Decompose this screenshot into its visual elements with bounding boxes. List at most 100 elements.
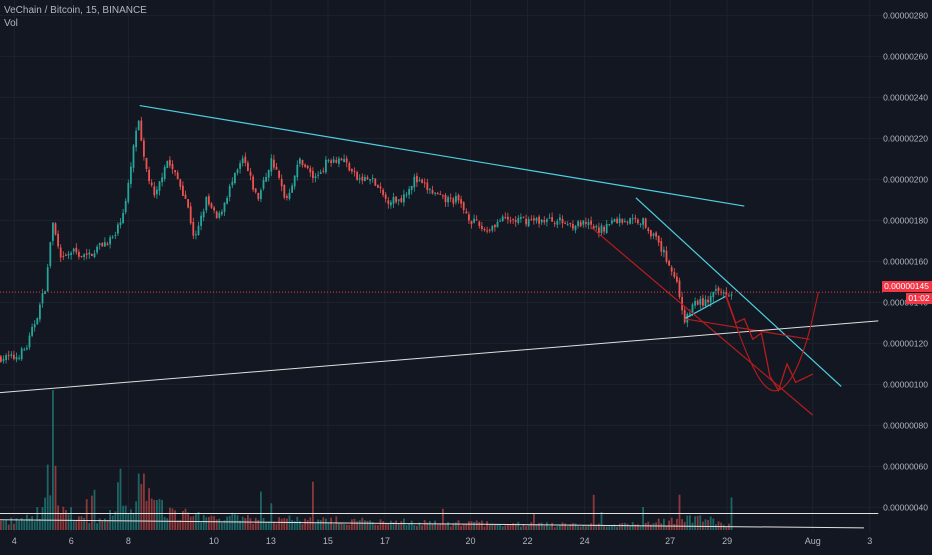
volume-bar xyxy=(88,523,91,530)
y-tick-label: 0.00000220 xyxy=(883,133,928,143)
volume-bar xyxy=(127,513,130,530)
volume-bar xyxy=(221,522,223,530)
volume-bar xyxy=(332,524,335,530)
volume-bar xyxy=(52,390,54,530)
candle-body xyxy=(728,295,730,297)
volume-bar xyxy=(574,523,577,530)
volume-bar xyxy=(608,526,611,530)
candle-body xyxy=(517,217,520,223)
volume-bar xyxy=(293,520,296,530)
candle-body xyxy=(98,243,101,246)
volume-bar xyxy=(468,521,470,530)
candle-body xyxy=(559,217,561,221)
candle-body xyxy=(228,186,231,198)
y-tick-label: 0.00000140 xyxy=(883,297,928,307)
volume-bar xyxy=(650,524,652,530)
volume-bar xyxy=(137,473,140,530)
candle-body xyxy=(668,260,670,266)
volume-bar xyxy=(135,501,137,530)
candle-body xyxy=(405,194,408,196)
volume-bar xyxy=(637,524,639,530)
candle-body xyxy=(239,163,241,169)
volume-bar xyxy=(605,526,608,530)
volume-bar xyxy=(481,520,483,530)
volume-bar xyxy=(473,521,475,530)
candle-body xyxy=(122,212,124,224)
candle-body xyxy=(423,182,426,184)
candle-body xyxy=(530,219,533,221)
volume-bar xyxy=(117,482,119,530)
candle-body xyxy=(556,221,559,225)
candle-body xyxy=(148,169,150,182)
volume-bar xyxy=(452,523,455,530)
time-axis[interactable]: 4 6 8 10 13 15 17 20 22 24 27 29 Aug 3 xyxy=(12,536,872,546)
volume-bar xyxy=(455,522,457,530)
candle-body xyxy=(689,313,691,315)
volume-bar xyxy=(392,522,395,530)
volume-bar xyxy=(725,526,728,530)
x-tick-label: 10 xyxy=(209,536,219,546)
candle-body xyxy=(332,159,335,163)
candle-body xyxy=(299,158,301,164)
volume-bar xyxy=(5,520,7,530)
y-tick-label: 0.00000060 xyxy=(883,461,928,471)
candle-body xyxy=(379,186,382,189)
volume-bar xyxy=(166,518,169,530)
candle-body xyxy=(156,189,158,195)
candle-body xyxy=(213,207,215,211)
volume-bar xyxy=(338,522,340,530)
candle-body xyxy=(387,200,390,204)
candle-body xyxy=(208,196,210,205)
volume-bar xyxy=(205,517,208,530)
volume-bar xyxy=(301,524,304,530)
volume-bar xyxy=(564,523,566,530)
candlestick-series xyxy=(0,116,733,364)
candle-body xyxy=(553,223,556,225)
volume-bar xyxy=(678,494,681,530)
volume-bar xyxy=(491,523,494,530)
volume-bar xyxy=(478,522,481,530)
candle-body xyxy=(111,236,114,238)
candle-body xyxy=(507,216,509,220)
candle-body xyxy=(23,349,26,351)
candle-body xyxy=(306,165,309,169)
volume-bar xyxy=(509,524,512,530)
volume-bar xyxy=(395,520,397,530)
volume-bar xyxy=(517,521,520,530)
volume-bar xyxy=(83,517,85,530)
volume-bar xyxy=(210,515,213,530)
trendline-cyan xyxy=(139,104,745,207)
candle-body xyxy=(322,170,325,172)
volume-bar xyxy=(33,521,36,530)
candle-body xyxy=(312,170,314,179)
candle-body xyxy=(582,220,585,225)
candle-body xyxy=(465,211,468,214)
volume-bar xyxy=(488,524,491,530)
price-axis[interactable]: 0.00000040 0.00000060 0.00000080 0.00000100… xyxy=(883,10,928,512)
candle-body xyxy=(587,222,590,226)
y-tick-label: 0.00000080 xyxy=(883,420,928,430)
candle-body xyxy=(18,357,20,359)
candle-body xyxy=(540,219,543,223)
candle-body xyxy=(218,212,221,218)
candle-body xyxy=(247,162,249,172)
volume-bar xyxy=(421,525,423,530)
volume-bar xyxy=(231,512,234,530)
volume-bar xyxy=(148,488,150,530)
candle-body xyxy=(374,178,377,186)
candle-body xyxy=(49,242,52,266)
candle-body xyxy=(327,160,330,162)
volume-bar xyxy=(538,522,540,530)
candle-body xyxy=(41,293,44,304)
volume-bar xyxy=(543,525,546,530)
candle-body xyxy=(514,220,517,222)
volume-bar xyxy=(470,521,473,530)
candle-body xyxy=(2,359,5,362)
candle-body xyxy=(670,267,673,272)
volume-bar xyxy=(369,520,371,530)
volume-bar xyxy=(715,524,717,530)
volume-bar xyxy=(374,524,377,530)
candle-body xyxy=(62,255,65,257)
